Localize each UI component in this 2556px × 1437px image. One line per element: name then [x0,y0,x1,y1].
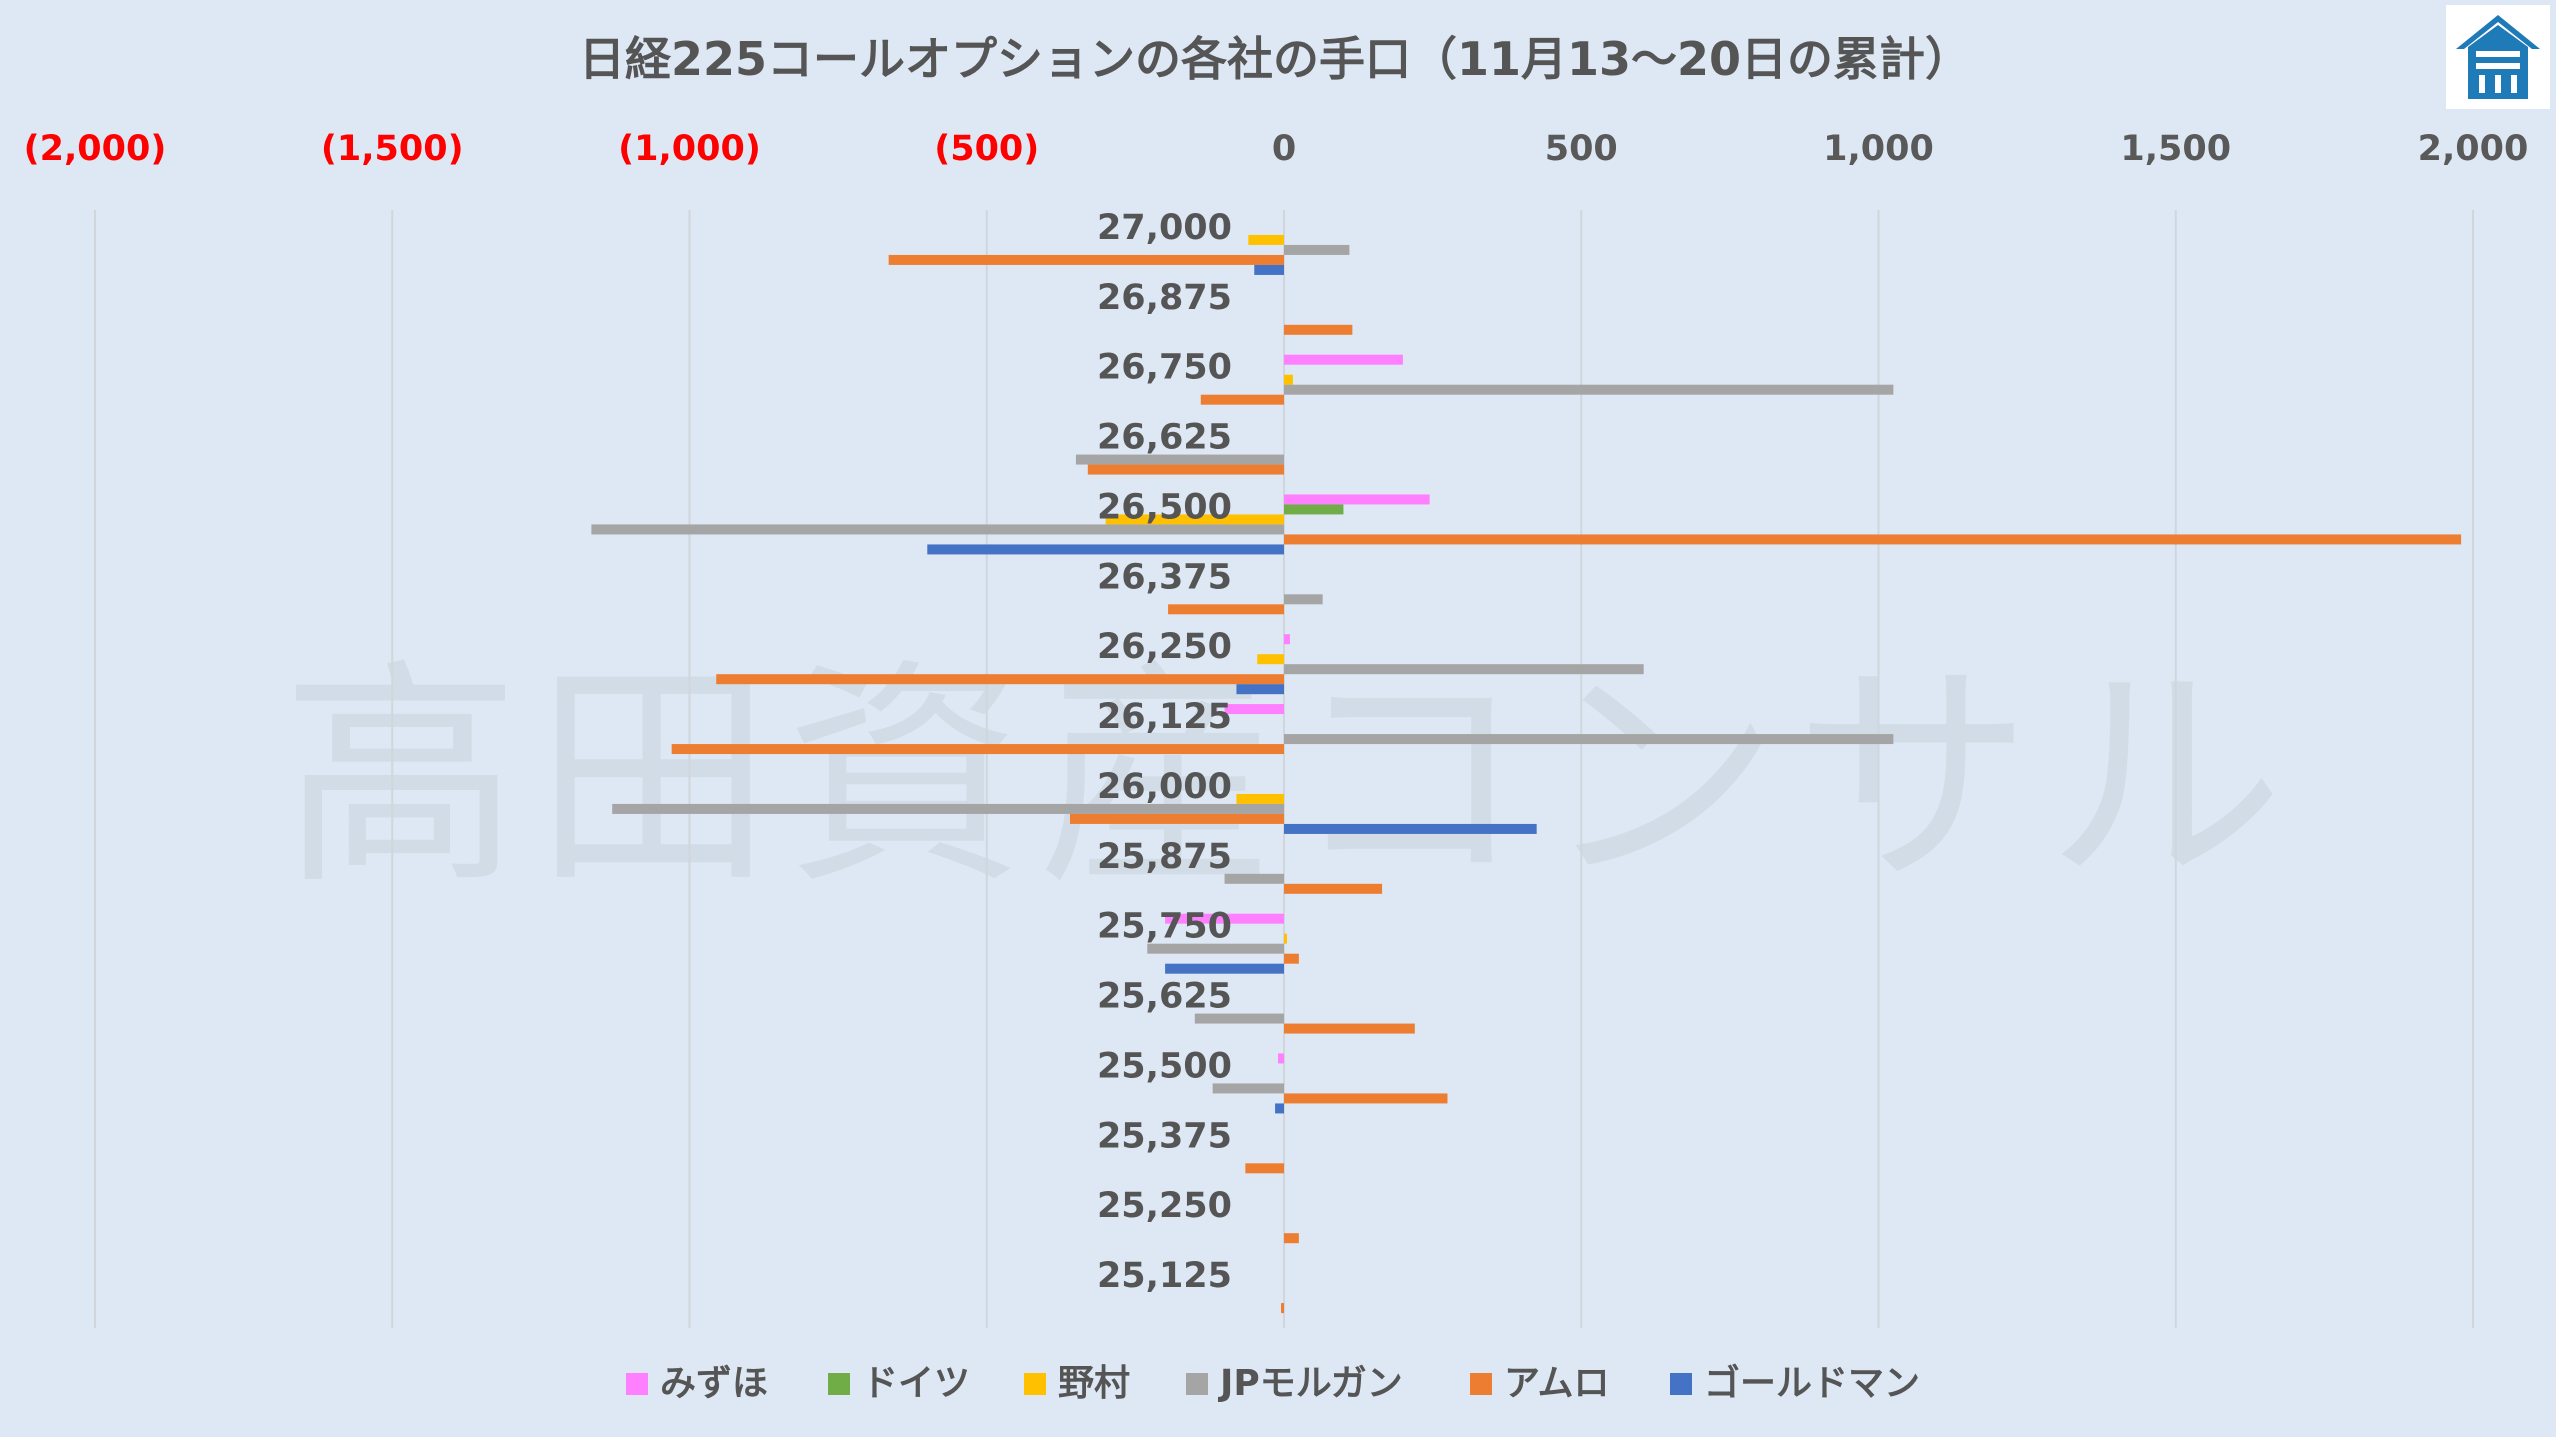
bar [1069,813,1284,824]
bar [1165,913,1284,924]
bar [1165,963,1284,974]
bar [1284,594,1323,605]
chart-title: 日経225コールオプションの各社の手口（11月13〜20日の累計） [579,32,1971,86]
bar [1284,933,1287,944]
x-tick-label: (1,000) [618,129,761,169]
bar [927,544,1284,555]
legend-swatch [1024,1373,1046,1395]
bar [1284,664,1644,675]
legend-label: 野村 [1058,1363,1130,1404]
bar [1147,943,1284,954]
x-tick-label: 1,000 [1823,129,1934,169]
bar [612,803,1284,814]
x-tick-label: (1,500) [321,129,464,169]
bar [1284,244,1350,255]
legend-label: ゴールドマン [1704,1362,1920,1404]
category-labels: 27,000 26,875 26,750 26,625 26,500 26,375 26,2… [1097,208,1232,1296]
legend: みずほ ドイツ 野村 JPモルガン アムロ ゴールドマン [626,1362,1920,1404]
watermark: 高田資産コンサル [282,640,2298,917]
bar [1248,234,1284,245]
bar [1224,704,1284,715]
bar [1284,494,1430,505]
category-label: 26,625 [1097,418,1232,458]
bars [591,234,2462,1314]
bar [1284,734,1894,745]
bar [1236,793,1284,804]
category-label: 26,875 [1097,278,1232,318]
category-label: 26,750 [1097,348,1232,388]
x-tick-label: 1,500 [2120,129,2231,169]
legend-label: JPモルガン [1217,1363,1403,1404]
bar [1281,1303,1284,1314]
bar [1257,654,1284,665]
category-label: 25,375 [1097,1116,1232,1156]
bar [1168,604,1284,615]
legend-label: アムロ [1504,1363,1609,1404]
bar [1284,324,1353,335]
legend-label: みずほ [660,1363,768,1404]
bar [716,674,1284,685]
bar [1075,454,1284,465]
bar [1284,634,1290,645]
category-label: 25,250 [1097,1186,1232,1226]
legend-swatch [626,1373,648,1395]
bar [1284,534,2462,545]
x-tick-label: (2,000) [24,129,167,169]
bar [1284,1093,1448,1104]
bar [1284,374,1293,385]
bar [1284,504,1344,515]
x-tick-label: 0 [1272,129,1296,169]
bar [888,254,1284,265]
bar [591,524,1284,535]
bar [1284,823,1537,834]
category-label: 26,000 [1097,767,1232,807]
bar [1284,1023,1415,1034]
bar [1284,883,1383,894]
category-label: 27,000 [1097,208,1232,248]
x-tick-label: 500 [1545,129,1618,169]
bar [1224,873,1284,884]
bar [1284,953,1299,964]
legend-swatch [1670,1373,1692,1395]
bar [1236,684,1284,695]
bar [1212,1083,1284,1094]
bar [1194,1013,1284,1024]
bar [1284,384,1894,395]
x-tick-label: 2,000 [2418,129,2529,169]
bar [671,744,1284,755]
category-label: 26,375 [1097,557,1232,597]
bar [1200,394,1284,405]
x-tick-label: (500) [934,129,1039,169]
category-label: 25,125 [1097,1256,1232,1296]
bar [1284,1233,1299,1244]
category-label: 25,500 [1097,1046,1232,1086]
category-label: 25,875 [1097,837,1232,877]
x-axis-ticks: (2,000) (1,500) (1,000) (500) 0 500 1,000 1,500… [24,129,2529,169]
bar [1105,514,1284,525]
bar [1245,1163,1284,1174]
category-label: 26,250 [1097,627,1232,667]
legend-label: ドイツ [862,1363,970,1404]
legend-swatch [1186,1373,1208,1395]
legend-swatch [828,1373,850,1395]
bar [1275,1103,1284,1114]
bar [1087,464,1284,475]
category-label: 26,500 [1097,487,1232,527]
bar [1284,354,1403,365]
bar [1278,1053,1284,1064]
category-label: 26,125 [1097,697,1232,737]
legend-swatch [1470,1373,1492,1395]
house-logo-icon [2446,5,2550,109]
category-label: 25,750 [1097,907,1232,947]
bar [1254,264,1284,275]
category-label: 25,625 [1097,977,1232,1017]
